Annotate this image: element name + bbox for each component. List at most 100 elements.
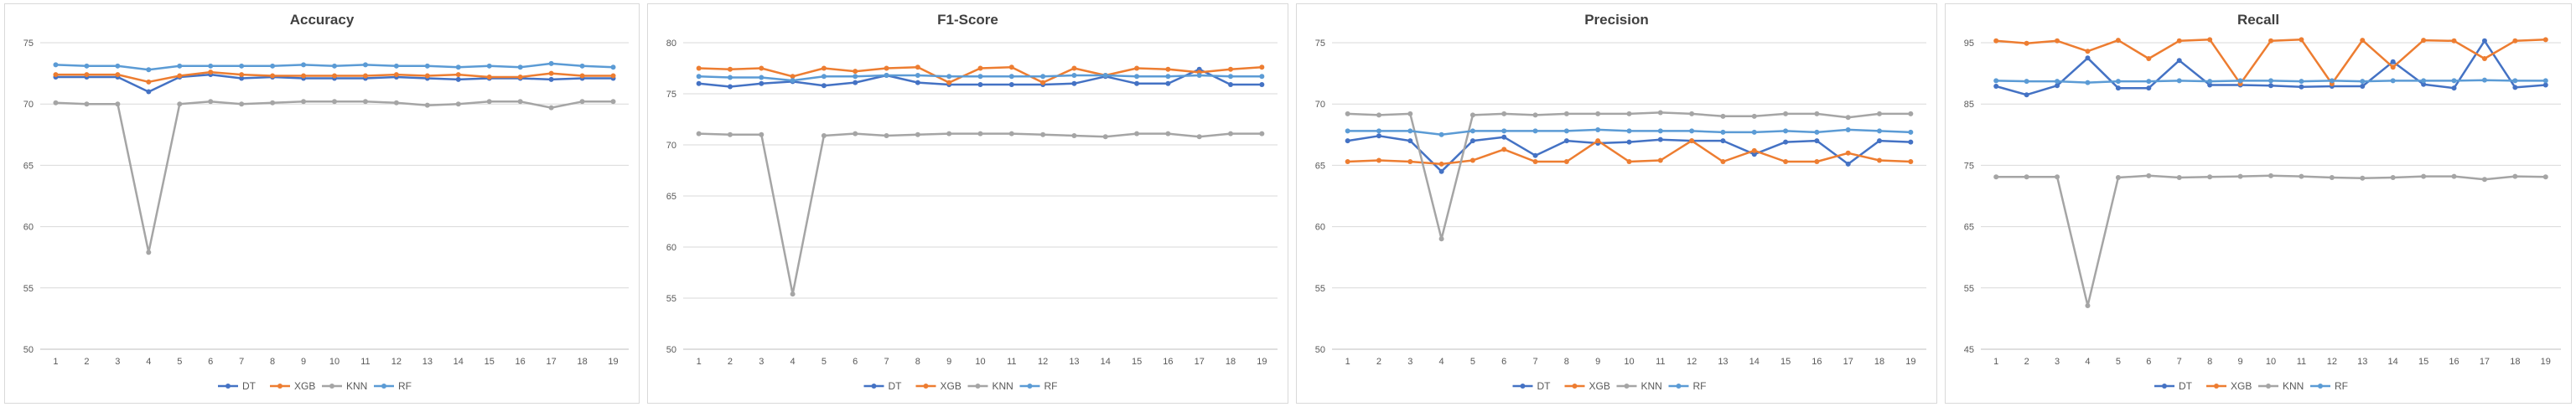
series-line-knn bbox=[54, 100, 614, 254]
x-tick-label: 7 bbox=[1532, 357, 1537, 367]
legend-item-dt: DT bbox=[2154, 380, 2193, 392]
data-point-dt bbox=[1657, 137, 1663, 142]
x-tick-label: 12 bbox=[1038, 357, 1048, 367]
data-point-xgb bbox=[1134, 65, 1140, 71]
legend-item-rf: RF bbox=[374, 380, 412, 392]
x-tick-label: 3 bbox=[115, 357, 120, 367]
x-tick-label: 17 bbox=[2480, 357, 2490, 367]
data-point-rf bbox=[1376, 128, 1381, 134]
data-point-xgb bbox=[853, 69, 858, 75]
data-point-xgb bbox=[1407, 159, 1413, 165]
data-point-knn bbox=[1532, 112, 1538, 118]
data-point-dt bbox=[2055, 83, 2060, 89]
data-point-xgb bbox=[946, 80, 952, 85]
legend-marker bbox=[2318, 384, 2323, 389]
legend-marker bbox=[923, 384, 929, 389]
data-point-xgb bbox=[1071, 65, 1077, 71]
legend-item-knn: KNN bbox=[967, 380, 1013, 392]
data-point-knn bbox=[2390, 175, 2396, 181]
data-point-rf bbox=[1626, 128, 1632, 134]
data-point-knn bbox=[2542, 174, 2548, 180]
data-point-rf bbox=[53, 62, 59, 68]
data-point-rf bbox=[1438, 131, 1444, 137]
data-point-rf bbox=[1071, 73, 1077, 79]
data-point-rf bbox=[1845, 126, 1851, 132]
x-tick-label: 7 bbox=[2177, 357, 2182, 367]
data-point-xgb bbox=[1845, 150, 1851, 156]
x-tick-label: 8 bbox=[2207, 357, 2212, 367]
data-point-dt bbox=[1501, 134, 1507, 140]
data-point-rf bbox=[790, 78, 796, 84]
data-point-rf bbox=[1165, 74, 1171, 80]
y-tick-label: 75 bbox=[1315, 39, 1325, 49]
data-point-xgb bbox=[1376, 157, 1381, 163]
data-point-xgb bbox=[759, 65, 765, 71]
data-point-rf bbox=[1720, 129, 1726, 135]
y-tick-label: 65 bbox=[666, 192, 676, 202]
data-point-knn bbox=[2360, 175, 2366, 181]
data-point-rf bbox=[2207, 79, 2213, 85]
data-point-knn bbox=[1877, 111, 1883, 116]
data-point-knn bbox=[2512, 173, 2518, 179]
legend-item-knn: KNN bbox=[2258, 380, 2304, 392]
data-point-rf bbox=[1008, 74, 1014, 80]
data-point-knn bbox=[1071, 133, 1077, 139]
x-tick-label: 15 bbox=[1780, 357, 1791, 367]
x-tick-label: 14 bbox=[2388, 357, 2398, 367]
data-point-knn bbox=[759, 131, 765, 137]
data-point-rf bbox=[2146, 79, 2152, 85]
data-point-knn bbox=[115, 101, 121, 107]
data-point-rf bbox=[1345, 128, 1350, 134]
data-point-rf bbox=[1689, 128, 1695, 134]
y-tick-label: 95 bbox=[1964, 39, 1974, 49]
data-point-knn bbox=[1040, 131, 1046, 137]
legend-item-xgb: XGB bbox=[915, 380, 961, 392]
x-tick-label: 1 bbox=[1345, 357, 1350, 367]
y-tick-label: 75 bbox=[23, 39, 34, 49]
data-point-knn bbox=[84, 101, 90, 107]
data-point-rf bbox=[610, 64, 616, 70]
data-point-dt bbox=[1532, 152, 1538, 158]
data-point-knn bbox=[2024, 174, 2029, 180]
data-point-knn bbox=[1783, 111, 1789, 116]
data-point-rf bbox=[362, 62, 368, 68]
data-point-knn bbox=[1720, 113, 1726, 119]
data-point-knn bbox=[1376, 112, 1381, 118]
data-point-xgb bbox=[1228, 66, 1234, 72]
data-point-knn bbox=[1993, 174, 1999, 180]
data-point-rf bbox=[2542, 78, 2548, 84]
data-point-xgb bbox=[84, 72, 90, 78]
data-point-xgb bbox=[1626, 159, 1632, 165]
x-tick-label: 6 bbox=[853, 357, 858, 367]
data-point-xgb bbox=[2146, 56, 2152, 62]
legend-label: XGB bbox=[294, 380, 315, 392]
legend-marker bbox=[329, 384, 334, 389]
x-tick-label: 9 bbox=[2238, 357, 2243, 367]
x-tick-label: 13 bbox=[2357, 357, 2367, 367]
precision-chart-panel: Precision 50 55 60 65 70 75 1 2 3 4 5 6 7 8 9 10 11 12 13 14… bbox=[1296, 3, 1937, 404]
x-tick-label: 6 bbox=[208, 357, 213, 367]
data-point-rf bbox=[270, 63, 276, 69]
data-point-dt bbox=[821, 83, 827, 89]
legend-item-dt: DT bbox=[863, 380, 902, 392]
data-point-xgb bbox=[2542, 37, 2548, 43]
data-point-rf bbox=[759, 75, 765, 80]
data-point-xgb bbox=[2268, 38, 2273, 44]
x-tick-label: 13 bbox=[1069, 357, 1079, 367]
data-point-knn bbox=[915, 131, 920, 137]
data-point-xgb bbox=[548, 70, 554, 76]
data-point-knn bbox=[362, 99, 368, 105]
x-tick-label: 2 bbox=[84, 357, 89, 367]
data-point-dt bbox=[1845, 161, 1851, 167]
data-point-rf bbox=[1532, 128, 1538, 134]
data-point-xgb bbox=[2360, 38, 2366, 44]
y-tick-label: 85 bbox=[1964, 100, 1974, 110]
legend-label: DT bbox=[2179, 380, 2193, 392]
y-tick-label: 70 bbox=[23, 100, 34, 110]
data-point-rf bbox=[1563, 128, 1569, 134]
y-tick-label: 80 bbox=[666, 39, 676, 49]
legend-item-knn: KNN bbox=[1616, 380, 1662, 392]
legend-marker bbox=[1676, 384, 1682, 389]
data-point-dt bbox=[696, 80, 702, 86]
